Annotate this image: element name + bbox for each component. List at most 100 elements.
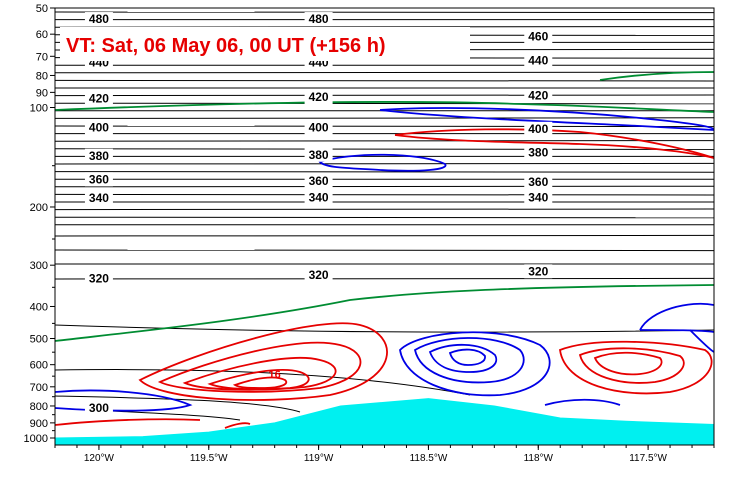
anomaly-contour [157, 341, 362, 393]
contour-label: 340 [309, 190, 329, 204]
contour-label: 400 [89, 121, 109, 135]
terrain-fill [55, 398, 714, 445]
contour-label-bg [524, 121, 553, 136]
contour-label-bg [524, 190, 553, 205]
contour-label-bg [304, 90, 333, 105]
isentrope-line [55, 185, 714, 188]
isentrope-line [55, 71, 714, 74]
isentrope-line [55, 193, 714, 196]
anomaly-contour [379, 107, 714, 131]
terrain [55, 398, 714, 445]
anomaly-contour [639, 302, 714, 331]
contour-label: 460 [528, 30, 548, 44]
x-tick-label: 119°W [304, 453, 334, 464]
contour-label: 340 [89, 191, 109, 205]
anomaly-contour [544, 398, 621, 406]
y-tick-label: 300 [30, 260, 48, 272]
isentrope-lines [55, 11, 714, 421]
contour-label: 340 [528, 190, 548, 204]
contour-label: 420 [89, 92, 109, 106]
y-tick-label: 100 [30, 102, 48, 114]
contour-lines [55, 71, 714, 429]
anomaly-contour [138, 322, 388, 401]
contour-label: 400 [528, 122, 548, 136]
contour-label-bg [304, 147, 333, 162]
contour-label-bg [304, 190, 333, 205]
y-tick-label: 50 [36, 3, 48, 15]
x-tick-label: 118.5°W [410, 453, 448, 464]
anomaly-contour [578, 347, 685, 384]
anomaly-contour [182, 356, 337, 391]
contour-label: 420 [528, 89, 548, 103]
contour-label: 320 [309, 268, 329, 282]
y-tick-label: 700 [30, 382, 48, 394]
isentrope-line [55, 395, 301, 413]
isentrope-line [55, 140, 714, 142]
anomaly-contour [639, 329, 714, 333]
contour-label: 480 [309, 12, 329, 26]
isentrope-line [55, 79, 714, 82]
x-tick-label: 120°W [84, 453, 115, 464]
isentrope-line [55, 208, 714, 211]
x-tick-label: 118°W [524, 453, 554, 464]
contour-label-bg [524, 88, 553, 103]
x-tick-label: 119.5°W [190, 453, 228, 464]
y-tick-label: 1000 [24, 433, 48, 445]
isentrope-line [55, 94, 714, 97]
y-tick-label: 90 [36, 87, 48, 99]
contour-label-bg [524, 264, 553, 279]
isentrope-line [55, 162, 714, 165]
contour-label: 380 [89, 149, 109, 163]
anomaly-contour [318, 153, 447, 172]
isentrope-line [55, 171, 714, 173]
anomaly-contour [207, 369, 310, 391]
y-tick-label: 500 [30, 334, 48, 346]
isentrope-line [55, 277, 714, 280]
isentrope-line [55, 369, 471, 396]
anomaly-contour [413, 337, 525, 384]
contour-label: 380 [309, 148, 329, 162]
contour-label-bg [84, 271, 113, 286]
anomaly-contour [689, 329, 714, 353]
contour-label-bg [304, 267, 333, 282]
contour-label-bg [524, 145, 553, 160]
title-box [60, 27, 470, 61]
contour-label-bg [304, 12, 333, 27]
isentrope-line [55, 102, 714, 105]
contour-label: 400 [309, 121, 329, 135]
isentrope-line [55, 249, 714, 252]
y-tick-label: 900 [30, 418, 48, 430]
y-tick-label: 60 [36, 29, 48, 41]
y-tick-label: 70 [36, 51, 48, 63]
contour-label-bg [304, 120, 333, 135]
anomaly-contour [394, 128, 714, 159]
isentrope-line [55, 125, 714, 128]
contour-label-bg [84, 91, 113, 106]
anomaly-contour [599, 71, 714, 81]
contour-label: 320 [528, 264, 548, 278]
contour-label-bg [84, 172, 113, 187]
contour-label: 360 [89, 172, 109, 186]
isentrope-line [55, 234, 714, 237]
y-axis: 50 60 70 80 90 100 200 300 400 500 600 700 800 900 100… [24, 3, 55, 445]
contour-label: 440 [528, 53, 548, 67]
contour-label-bg [84, 148, 113, 163]
y-tick-label: 80 [36, 70, 48, 82]
contour-label: 380 [528, 146, 548, 160]
anomaly-contour [55, 101, 714, 113]
anomaly-contour [428, 343, 498, 373]
anomaly-contour [448, 348, 486, 366]
contour-label: 320 [89, 271, 109, 285]
y-tick-label: 800 [30, 401, 48, 413]
contour-label: 480 [89, 12, 109, 26]
contour-label-bg [84, 191, 113, 206]
anomaly-contour [55, 418, 201, 426]
isentrope-line [55, 148, 714, 150]
x-tick-label: 117.5°W [629, 453, 667, 464]
anomaly-contour [394, 134, 714, 159]
anomaly-contour [593, 351, 663, 376]
contour-label: 420 [309, 90, 329, 104]
isentrope-line [55, 11, 714, 14]
